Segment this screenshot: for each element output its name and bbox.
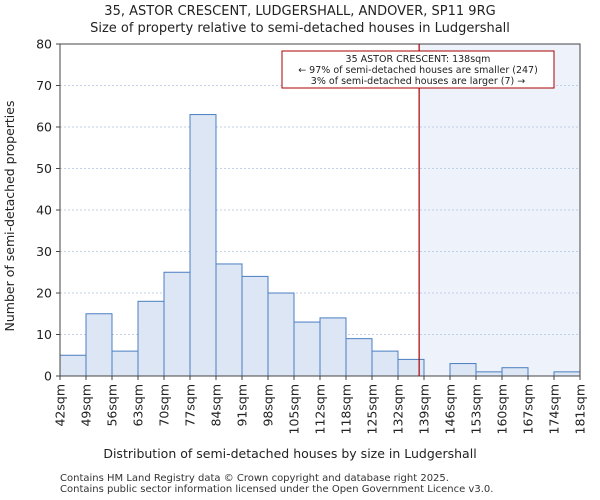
bar xyxy=(241,275,269,377)
bar xyxy=(345,338,373,377)
x-tick-label: 105sqm xyxy=(287,384,302,434)
x-tick-label: 84sqm xyxy=(209,384,224,427)
x-tick-label: 153sqm xyxy=(469,384,484,434)
x-tick-label: 146sqm xyxy=(443,384,458,434)
bar xyxy=(293,321,321,377)
x-tick-label: 174sqm xyxy=(547,384,562,434)
y-tick-label: 80 xyxy=(36,37,52,52)
x-tick-label: 112sqm xyxy=(313,384,328,434)
x-tick-label: 118sqm xyxy=(339,384,354,434)
chart-title: 35, ASTOR CRESCENT, LUDGERSHALL, ANDOVER… xyxy=(104,4,495,19)
annotation-line: ← 97% of semi-detached houses are smalle… xyxy=(298,65,538,76)
bar xyxy=(59,354,87,377)
annotation-box xyxy=(281,50,555,89)
x-tick-label: 125sqm xyxy=(365,384,380,434)
y-tick-label: 30 xyxy=(36,244,52,259)
x-tick-label: 181sqm xyxy=(573,384,588,434)
x-tick-label: 70sqm xyxy=(157,384,172,427)
x-tick-label: 63sqm xyxy=(131,384,146,427)
bar xyxy=(319,317,347,377)
bar xyxy=(111,350,139,377)
bar xyxy=(85,313,113,377)
x-tick-label: 49sqm xyxy=(79,384,94,427)
bar xyxy=(189,114,217,377)
x-tick-label: 139sqm xyxy=(417,384,432,434)
x-tick-label: 167sqm xyxy=(521,384,536,434)
chart-subtitle: Size of property relative to semi-detach… xyxy=(90,21,510,36)
footer-licence: Contains public sector information licen… xyxy=(60,484,494,495)
y-tick-label: 60 xyxy=(36,120,52,135)
x-axis-label: Distribution of semi-detached houses by … xyxy=(103,446,476,461)
annotation-line: 35 ASTOR CRESCENT: 138sqm xyxy=(346,54,491,65)
y-tick-label: 70 xyxy=(36,78,52,93)
x-tick-label: 42sqm xyxy=(53,384,68,427)
y-tick-label: 0 xyxy=(44,369,52,384)
annotation-line: 3% of semi-detached houses are larger (7… xyxy=(311,76,525,87)
bar xyxy=(553,371,581,377)
footer-copyright: Contains HM Land Registry data © Crown c… xyxy=(60,473,449,484)
x-tick-label: 132sqm xyxy=(391,384,406,434)
x-tick-label: 77sqm xyxy=(183,384,198,427)
highlight-region xyxy=(419,44,580,376)
bar xyxy=(137,300,165,377)
y-tick-label: 20 xyxy=(36,286,52,301)
x-tick-label: 98sqm xyxy=(261,384,276,427)
x-tick-label: 56sqm xyxy=(105,384,120,427)
bar xyxy=(163,271,191,377)
bar xyxy=(371,350,399,377)
y-tick-label: 50 xyxy=(36,161,52,176)
bar xyxy=(475,371,503,377)
y-tick-label: 40 xyxy=(36,203,52,218)
x-tick-label: 91sqm xyxy=(235,384,250,427)
x-tick-label: 160sqm xyxy=(495,384,510,434)
y-axis-label: Number of semi-detached properties xyxy=(2,101,17,332)
bar xyxy=(501,367,529,377)
bar xyxy=(397,358,425,377)
y-tick-label: 10 xyxy=(36,327,52,342)
bar xyxy=(215,263,243,377)
bar xyxy=(449,363,477,377)
bar xyxy=(267,292,295,377)
